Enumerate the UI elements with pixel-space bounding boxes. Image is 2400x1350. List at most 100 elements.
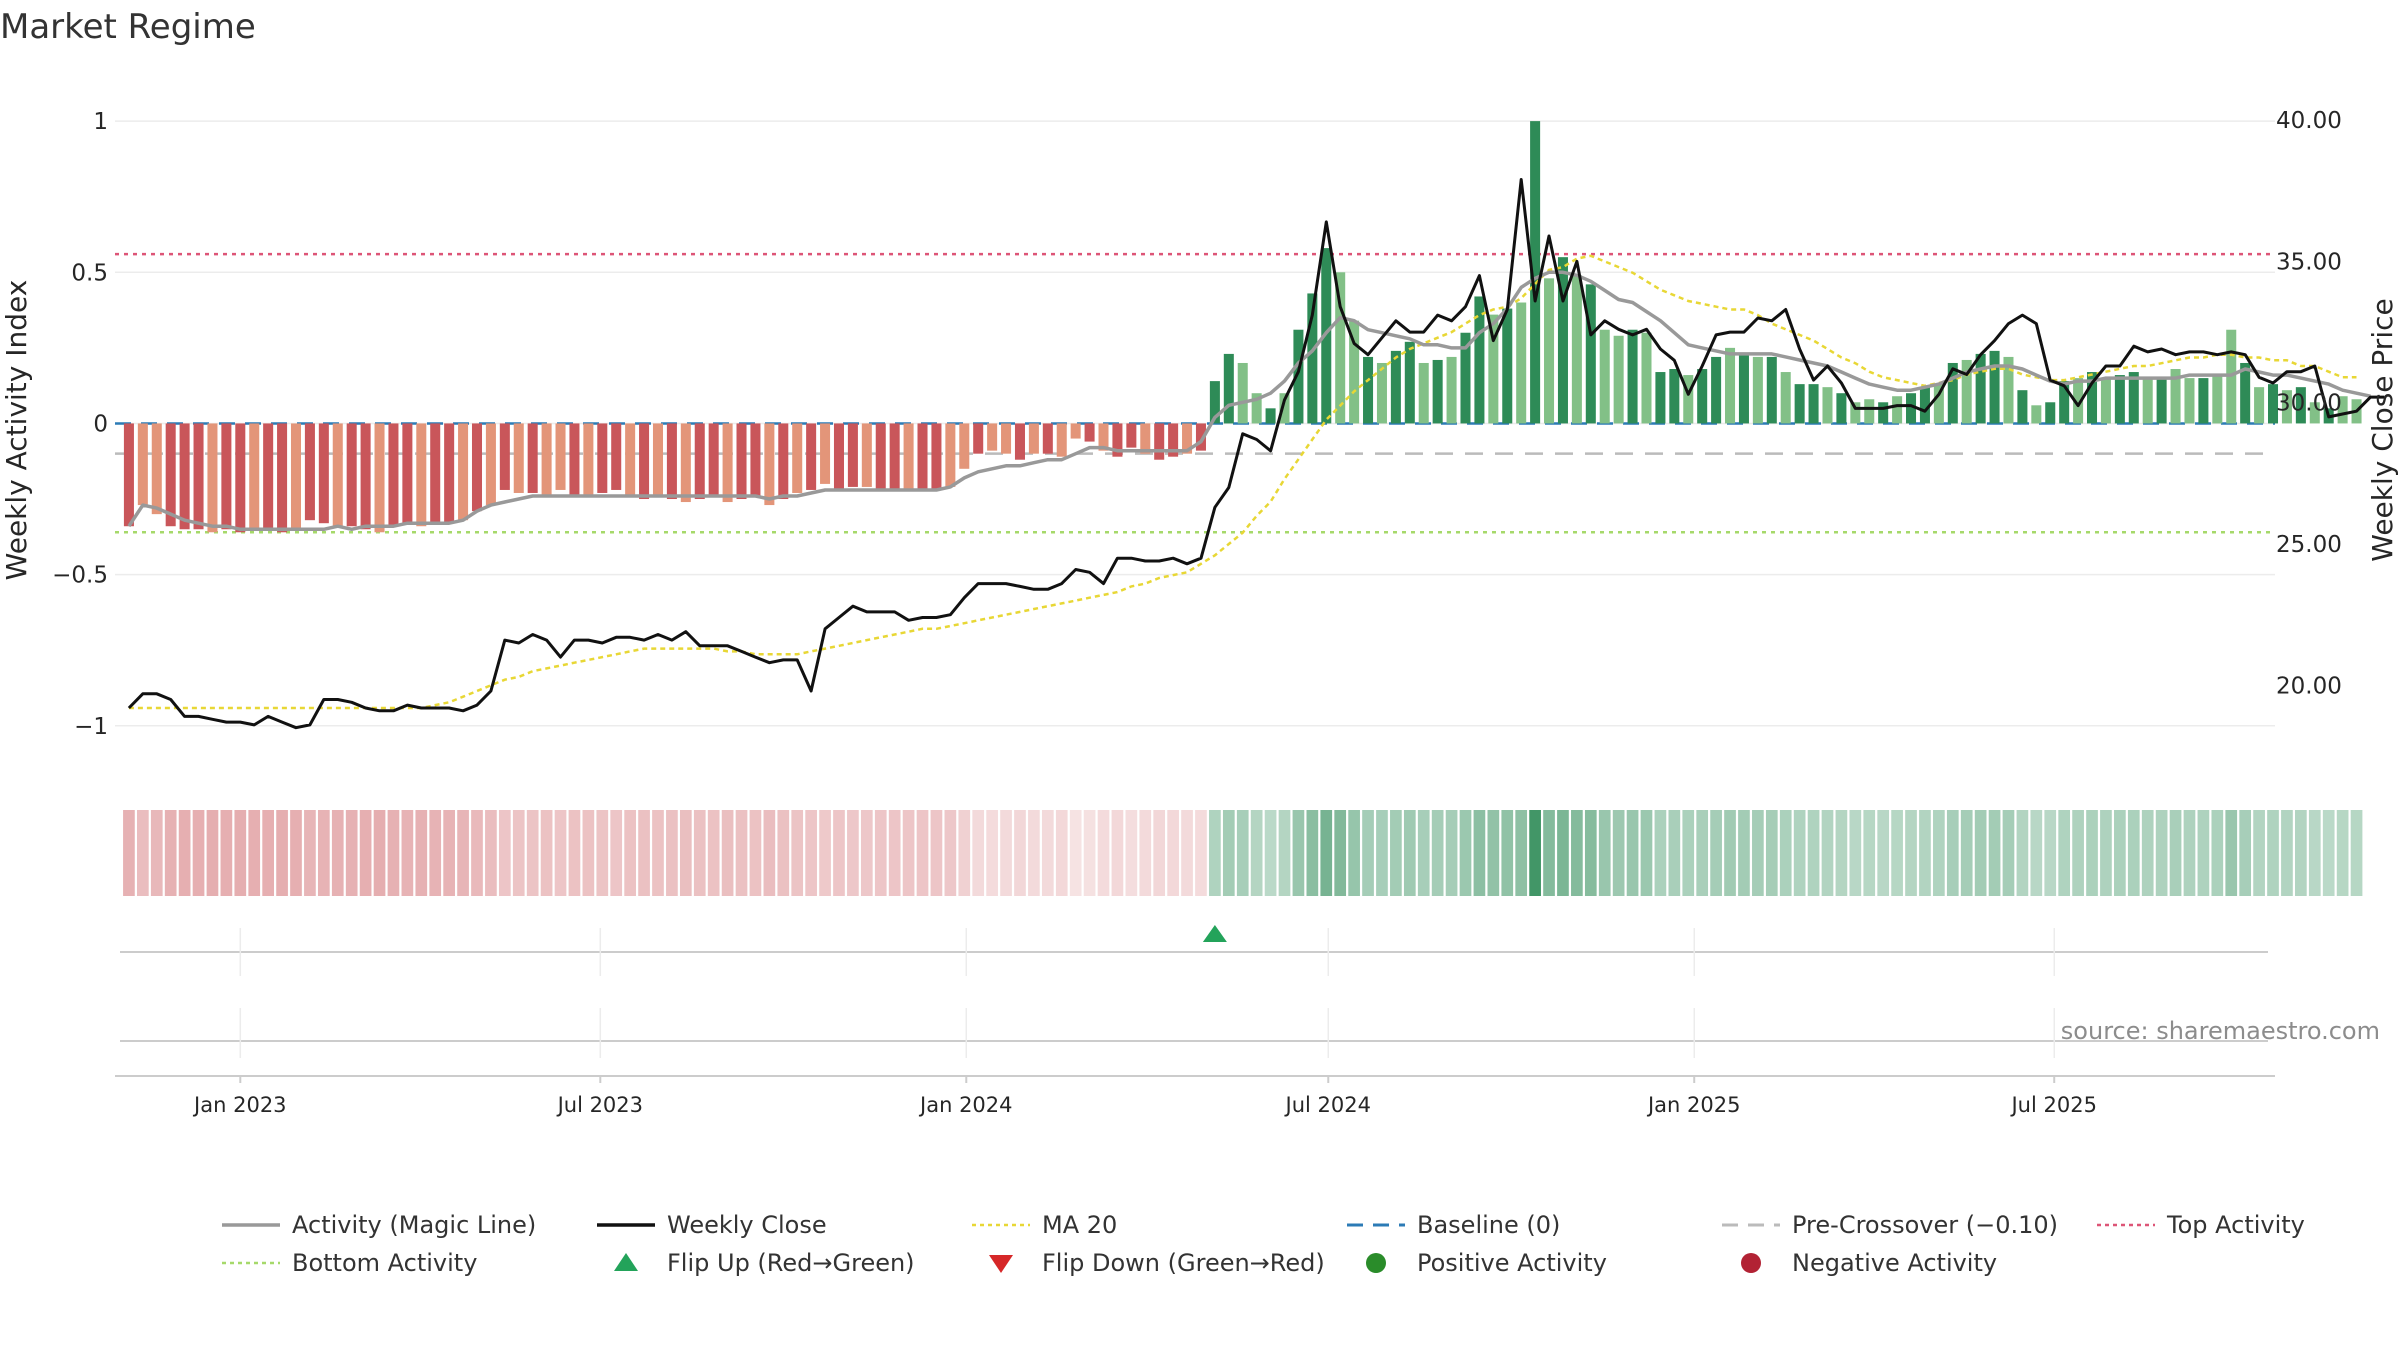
activity-bar (889, 423, 900, 490)
heat-cell (2169, 810, 2182, 896)
activity-bar (1028, 423, 1039, 454)
legend-label: Baseline (0) (1417, 1211, 1560, 1239)
heat-cell (429, 810, 442, 896)
weekly-close-line (127, 178, 2385, 730)
heat-cell (1487, 810, 1500, 896)
heat-cell (2044, 810, 2057, 896)
legend-label: Positive Activity (1417, 1249, 1607, 1277)
heat-cell (136, 810, 149, 896)
activity-bar (917, 423, 928, 490)
heat-cell (1083, 810, 1096, 896)
activity-bar (666, 423, 677, 500)
heat-cell (2253, 810, 2265, 896)
heat-cell (1167, 810, 1179, 896)
heat-cell (1222, 810, 1235, 896)
activity-bar (1864, 399, 1875, 424)
activity-bar (1056, 423, 1067, 457)
heat-cell (902, 810, 915, 896)
activity-bar (945, 423, 956, 487)
right-tick-label: 30.00 (2276, 391, 2342, 417)
activity-bar (1168, 423, 1179, 457)
heat-cell (1960, 810, 1973, 896)
heat-cell (387, 810, 400, 896)
left-tick-label: 1 (93, 109, 108, 135)
heat-cell (944, 810, 957, 896)
heat-cell (498, 810, 511, 896)
heat-cell (1765, 810, 1778, 896)
activity-bar (2045, 402, 2056, 424)
legend: Activity (Magic Line) Weekly Close MA 20 Ba… (222, 1211, 2305, 1277)
activity-bar (179, 423, 190, 530)
x-axis: Jan 2023 Jul 2023 Jan 2024 Jul 2024 Jan 2025… (115, 928, 2275, 1117)
heat-cell (1543, 810, 1555, 896)
activity-bar (1933, 384, 1944, 424)
activity-bar (1711, 356, 1722, 424)
series-lines (127, 178, 2385, 730)
heat-cell (1696, 810, 1709, 896)
heat-cell (1014, 810, 1026, 896)
ma20-line (128, 254, 2357, 710)
heat-cell (777, 810, 790, 896)
heat-cell (1055, 810, 1068, 896)
activity-bar (277, 423, 288, 533)
activity-bar (2087, 372, 2098, 424)
activity-bar (1766, 356, 1777, 424)
activity-bar (931, 423, 942, 490)
heat-cell (568, 810, 581, 896)
heat-cell (610, 810, 623, 896)
heat-cell (2002, 810, 2015, 896)
activity-bar (973, 423, 984, 454)
heat-cell (1835, 810, 1848, 896)
activity-bar (1209, 381, 1220, 424)
activity-bar (1321, 248, 1332, 424)
axes: 1 0.5 0 −0.5 −1 40.00 35.00 30.00 25.00 20.00 (52, 108, 2342, 740)
activity-bar (1237, 362, 1248, 424)
right-tick-label: 40.00 (2276, 108, 2342, 134)
activity-bar (221, 423, 232, 530)
activity-bar (1084, 423, 1095, 442)
activity-bar (374, 423, 385, 533)
heat-cell (471, 810, 483, 896)
activity-bar (1363, 356, 1374, 424)
heat-cell (638, 810, 650, 896)
x-tick-label: Jan 2023 (192, 1093, 287, 1117)
activity-bar (1975, 353, 1986, 424)
activity-bar (1390, 350, 1401, 424)
activity-bar (193, 423, 204, 530)
activity-bar (1126, 423, 1137, 448)
heat-cell (1000, 810, 1012, 896)
heat-cell (1891, 810, 1903, 896)
activity-bar (2142, 378, 2153, 424)
heat-cell (443, 810, 455, 896)
heat-cell (1264, 810, 1277, 896)
heat-cell (1724, 810, 1736, 896)
legend-label: Flip Down (Green→Red) (1042, 1249, 1325, 1277)
activity-bar (1752, 356, 1763, 424)
activity-bar (2128, 372, 2139, 424)
x-tick-label: Jul 2025 (2009, 1093, 2096, 1117)
activity-bar (639, 423, 650, 500)
heat-cell (735, 810, 748, 896)
activity-bar (1794, 384, 1805, 424)
heat-cell (1877, 810, 1890, 896)
activity-bar (304, 423, 315, 521)
heat-cell (1988, 810, 2001, 896)
heat-cell (1125, 810, 1138, 896)
heat-cell (554, 810, 567, 896)
heat-cell (1612, 810, 1625, 896)
heat-cell (1682, 810, 1695, 896)
x-tick-label: Jul 2024 (1284, 1093, 1371, 1117)
heat-cell (2239, 810, 2252, 896)
activity-bar (1627, 329, 1638, 424)
activity-bar (903, 423, 914, 490)
heat-cell (1501, 810, 1514, 896)
heat-cell (2030, 810, 2043, 896)
heat-cell (1738, 810, 1750, 896)
activity-bar (1822, 387, 1833, 424)
heat-cell (1153, 810, 1166, 896)
activity-bar (2059, 381, 2070, 424)
activity-bar (792, 423, 803, 493)
flip-up-marker (1202, 925, 1227, 942)
activity-bar (444, 423, 455, 524)
activity-bar (1098, 423, 1109, 451)
